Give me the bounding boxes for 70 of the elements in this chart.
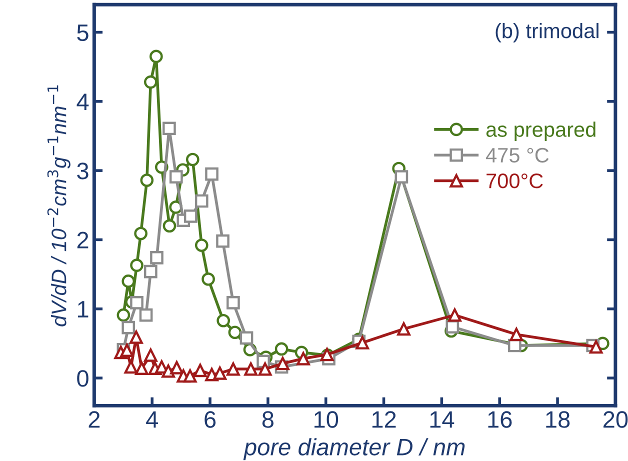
y-tick-label: 5 xyxy=(77,24,88,42)
x-tick-label: 8 xyxy=(262,411,274,428)
point xyxy=(130,258,144,272)
y-tick-label: 1 xyxy=(78,301,88,318)
point xyxy=(130,330,143,344)
point xyxy=(205,167,218,181)
legend-label: 475 °C xyxy=(486,148,549,163)
point xyxy=(216,314,230,328)
point xyxy=(240,331,254,345)
x-tick-label: 10 xyxy=(314,411,338,428)
point xyxy=(130,296,144,310)
point xyxy=(276,356,290,370)
legend-label: 700°C xyxy=(486,174,543,188)
point xyxy=(134,226,148,240)
point xyxy=(194,364,207,378)
point xyxy=(228,326,242,340)
point xyxy=(183,369,197,383)
point xyxy=(120,344,134,358)
point xyxy=(144,75,158,89)
y-tick-label: 4 xyxy=(76,94,89,110)
point xyxy=(216,234,230,248)
point xyxy=(258,362,272,376)
point xyxy=(213,366,227,380)
point xyxy=(150,50,163,64)
x-tick-label: 6 xyxy=(204,411,216,428)
point xyxy=(589,340,603,354)
point xyxy=(446,320,460,334)
point xyxy=(397,322,410,336)
point xyxy=(226,296,240,310)
x-tick-label: 20 xyxy=(604,411,628,428)
point xyxy=(274,342,288,356)
point xyxy=(448,308,462,322)
x-tick-label: 12 xyxy=(372,411,396,428)
point xyxy=(135,362,148,376)
point xyxy=(226,362,240,376)
x-tick-label: 4 xyxy=(146,411,158,428)
point xyxy=(169,170,183,184)
point xyxy=(122,274,136,288)
point xyxy=(186,152,200,166)
point xyxy=(139,308,153,322)
y-tick-label: 0 xyxy=(77,370,88,387)
point xyxy=(116,308,130,322)
point xyxy=(244,362,258,376)
x-tick-label: 14 xyxy=(430,411,454,428)
point xyxy=(162,219,176,233)
point xyxy=(170,360,184,374)
point xyxy=(124,360,138,374)
x-tick-label: 18 xyxy=(546,411,570,428)
point xyxy=(394,170,408,184)
point xyxy=(140,174,154,187)
point xyxy=(144,264,158,278)
point xyxy=(194,238,208,252)
x-tick-label: 16 xyxy=(488,411,512,428)
point xyxy=(194,194,208,208)
point xyxy=(162,122,176,136)
x-axis-title: pore diameter D / nm xyxy=(243,438,465,460)
point xyxy=(144,348,158,362)
y-tick-label: 3 xyxy=(77,162,88,180)
point xyxy=(184,210,198,223)
x-tick-label: 2 xyxy=(88,411,100,428)
y-axis-title: dV/dD / 10$^{−2}$cm$^{3}$g$^{−1}$nm$^{−1}$ xyxy=(47,85,70,326)
annotation: (b) trimodal xyxy=(496,22,598,42)
point xyxy=(296,352,310,366)
point xyxy=(150,251,164,264)
point xyxy=(202,272,215,286)
point xyxy=(510,328,524,342)
y-tick-label: 2 xyxy=(77,232,88,248)
legend-label: as prepared xyxy=(486,122,596,142)
point xyxy=(122,320,136,334)
point xyxy=(356,336,370,350)
